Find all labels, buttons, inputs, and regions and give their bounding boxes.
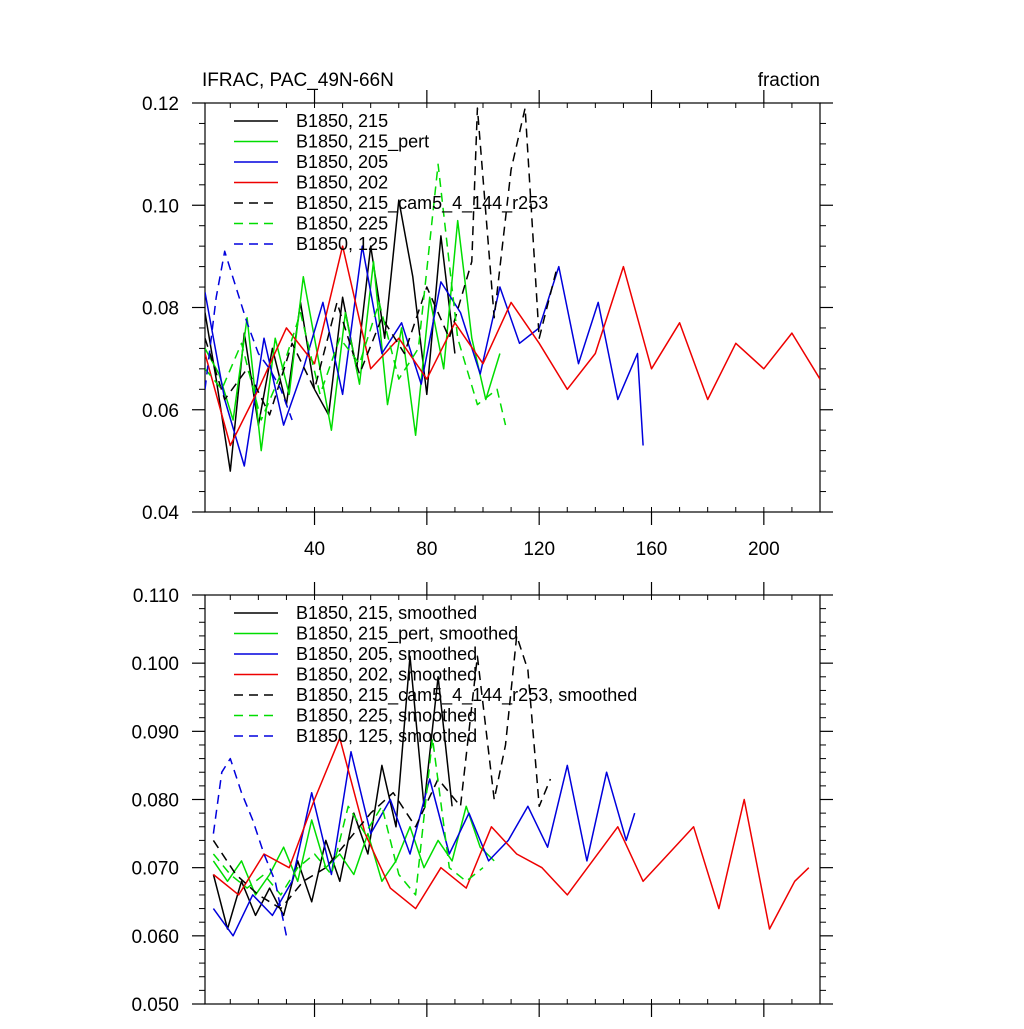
top-series-line-3 — [205, 245, 820, 447]
bottom-series-group — [212, 635, 810, 937]
bottom-series-line-4 — [212, 635, 552, 910]
top-series-line-1 — [205, 219, 501, 452]
bottom-y-tick-label: 0.070 — [131, 859, 179, 880]
top-legend-label-1: B1850, 215_pert — [296, 132, 429, 153]
top-y-tick-label: 0.06 — [142, 401, 179, 422]
bottom-y-tick-label: 0.090 — [131, 722, 179, 743]
top-y-tick-label: 0.10 — [142, 196, 179, 217]
top-series-line-2 — [205, 245, 644, 467]
bottom-legend-label-2: B1850, 205, smoothed — [296, 644, 477, 664]
top-series-line-6 — [205, 250, 293, 421]
bottom-y-tick-label: 0.110 — [133, 586, 179, 607]
bottom-y-tick-label: 0.050 — [131, 995, 179, 1016]
units-label: fraction — [758, 70, 820, 91]
chart-title: IFRAC, PAC_49N-66N — [202, 70, 394, 91]
top-x-tick-label: 120 — [523, 539, 555, 560]
bottom-series-line-6 — [212, 757, 288, 936]
bottom-legend-label-1: B1850, 215_pert, smoothed — [296, 624, 518, 645]
bottom-legend-label-5: B1850, 225, smoothed — [296, 706, 477, 726]
top-legend-label-6: B1850, 125 — [296, 234, 388, 254]
top-legend-label-2: B1850, 205 — [296, 152, 388, 172]
bottom-legend-label-3: B1850, 202, smoothed — [296, 665, 477, 685]
bottom-legend-label-0: B1850, 215, smoothed — [296, 603, 477, 623]
bottom-y-tick-label: 0.080 — [131, 791, 179, 812]
top-series-line-5 — [205, 163, 507, 426]
top-legend-label-4: B1850, 215_cam5_4_144_r253 — [296, 193, 548, 214]
top-y-tick-label: 0.04 — [142, 503, 179, 524]
top-x-tick-label: 200 — [748, 539, 780, 560]
bottom-series-line-3 — [212, 737, 810, 930]
bottom-series-line-5 — [212, 737, 484, 896]
top-series-group — [205, 107, 820, 472]
top-y-tick-label: 0.08 — [142, 299, 179, 320]
top-y-tick-label: 0.12 — [142, 94, 179, 115]
top-x-tick-label: 40 — [304, 539, 325, 560]
top-legend-label-5: B1850, 225 — [296, 214, 388, 234]
top-x-tick-label: 160 — [636, 539, 668, 560]
bottom-legend-label-6: B1850, 125, smoothed — [296, 726, 477, 746]
bottom-y-tick-label: 0.060 — [131, 927, 179, 948]
top-series-line-4 — [205, 107, 557, 416]
top-panel: 40 80 120 160 200 0.04 0.06 0.08 0.10 0.12 IFRAC, … — [142, 70, 833, 560]
top-x-tick-label: 80 — [416, 539, 437, 560]
bottom-series-line-1 — [212, 805, 495, 896]
bottom-series-line-2 — [212, 751, 636, 937]
bottom-y-tick-label: 0.100 — [131, 654, 179, 675]
bottom-panel: 0.050 0.060 0.070 0.080 0.090 0.100 0.110 B1850… — [131, 582, 833, 1017]
top-legend-label-3: B1850, 202 — [296, 173, 388, 193]
top-legend-label-0: B1850, 215 — [296, 111, 388, 131]
bottom-legend-label-4: B1850, 215_cam5_4_144_r253, smoothed — [296, 685, 637, 706]
